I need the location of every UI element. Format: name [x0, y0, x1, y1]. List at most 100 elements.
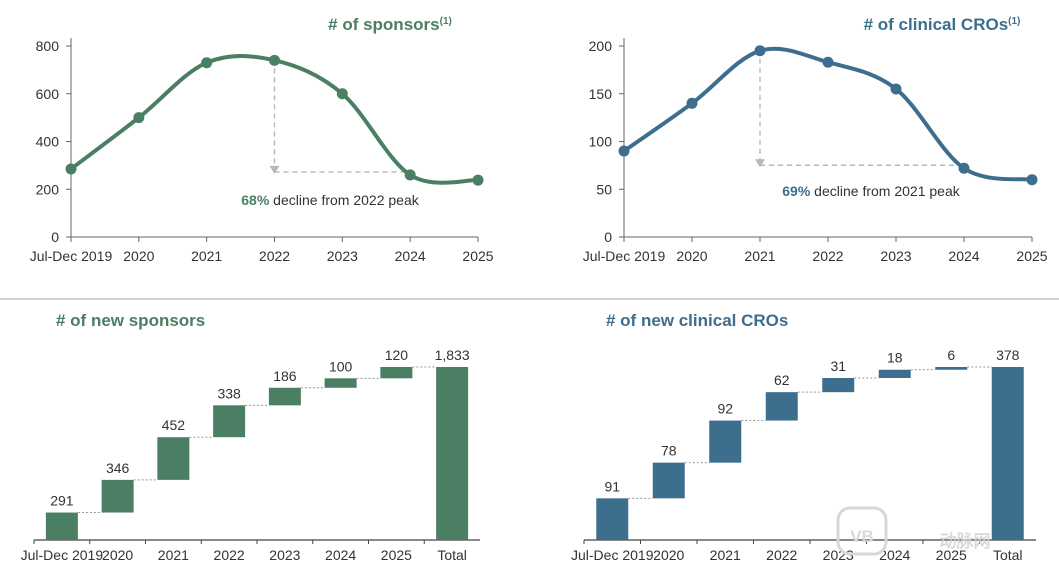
x-tick-label: Jul-Dec 2019 — [583, 248, 666, 264]
y-tick-label: 0 — [604, 229, 612, 245]
annotation-text: 68% decline from 2022 peak — [241, 192, 419, 208]
data-label: 100 — [329, 358, 353, 374]
data-label: 91 — [604, 478, 620, 494]
x-tick-label: 2025 — [936, 547, 967, 563]
x-tick-label: 2025 — [381, 547, 412, 563]
data-label: 1,833 — [435, 347, 470, 363]
waterfall-bar — [45, 512, 78, 540]
watermark-logo-mark — [836, 506, 888, 556]
y-tick-label: 100 — [589, 134, 613, 150]
data-point — [65, 163, 77, 175]
x-tick-label: 2022 — [766, 547, 797, 563]
data-point — [336, 88, 348, 100]
data-point — [1026, 174, 1038, 186]
waterfall-bar — [709, 420, 742, 463]
waterfall-bar — [324, 378, 357, 388]
sponsors-line-chart: # of sponsors(1) 0 200 400 600 800 Jul-Dec 201… — [30, 15, 494, 264]
x-tick-label: 2021 — [710, 547, 741, 563]
data-point — [754, 45, 766, 57]
data-label: 378 — [996, 347, 1020, 363]
y-tick-label: 150 — [589, 86, 613, 102]
new-cros-waterfall-chart: # of new clinical CROs 91 Jul-Dec 2019 78 20… — [571, 311, 1036, 563]
x-tick-label: Jul-Dec 2019 — [21, 547, 104, 563]
data-label: 18 — [887, 350, 903, 366]
annotation-text: 69% decline from 2021 peak — [782, 183, 960, 199]
data-point — [958, 162, 970, 174]
data-label: 92 — [717, 401, 733, 417]
chart-title-main: # of clinical CROs — [864, 15, 1009, 34]
data-point — [269, 54, 280, 66]
x-tick-label: 2021 — [191, 248, 222, 264]
waterfall-bar — [652, 462, 685, 499]
data-label: 452 — [162, 417, 186, 433]
data-point — [133, 112, 145, 124]
data-point — [618, 145, 630, 157]
waterfall-bar — [380, 367, 413, 379]
annotation-arrowhead — [269, 165, 280, 174]
chart-title: # of clinical CROs(1) — [864, 15, 1021, 34]
x-tick-label: 2023 — [823, 547, 854, 563]
x-tick-label: 2022 — [214, 547, 245, 563]
x-tick-label: 2024 — [325, 547, 356, 563]
x-tick-label: 2025 — [462, 248, 493, 264]
waterfall-bar — [991, 367, 1024, 540]
annotation-percent: 68% — [241, 192, 270, 208]
x-tick-label: 2022 — [812, 248, 843, 264]
cros-line-chart: # of clinical CROs(1) 0 50 100 150 200 Jul-Dec… — [583, 15, 1048, 264]
data-point — [404, 169, 416, 181]
data-label: 78 — [661, 443, 677, 459]
data-label: 291 — [50, 493, 74, 509]
waterfall-bar — [101, 479, 134, 513]
x-tick-label: 2025 — [1016, 248, 1047, 264]
waterfall-bar — [822, 377, 855, 393]
data-point — [201, 57, 213, 69]
watermark-text: 动脉网 — [940, 531, 991, 551]
y-tick-label: 600 — [36, 86, 60, 102]
x-tick-label: Jul-Dec 2019 — [30, 248, 113, 264]
data-label: 338 — [217, 385, 241, 401]
x-tick-label: 2023 — [880, 248, 911, 264]
x-tick-label: 2020 — [653, 547, 684, 563]
chart-title: # of new sponsors — [56, 311, 205, 330]
x-tick-label: Jul-Dec 2019 — [571, 547, 654, 563]
data-point — [890, 83, 902, 95]
annotation-description: decline from 2021 peak — [810, 183, 960, 199]
new-sponsors-waterfall-chart: # of new sponsors 291 Jul-Dec 2019 346 2020 4… — [21, 311, 480, 563]
x-tick-label: 2021 — [158, 547, 189, 563]
data-label: 186 — [273, 368, 297, 384]
x-tick-label: 2020 — [102, 547, 133, 563]
x-tick-label: 2022 — [259, 248, 290, 264]
x-tick-label: 2023 — [327, 248, 358, 264]
x-tick-label: 2023 — [269, 547, 300, 563]
x-tick-label: 2024 — [948, 248, 979, 264]
data-label: 62 — [774, 372, 790, 388]
watermark-logo-letters: VB — [850, 527, 874, 546]
waterfall-bar — [596, 498, 629, 540]
chart-title-superscript: (1) — [1008, 16, 1020, 27]
y-tick-label: 200 — [36, 181, 60, 197]
x-tick-label: 2020 — [123, 248, 154, 264]
chart-title-superscript: (1) — [440, 16, 452, 27]
annotation-description: decline from 2022 peak — [269, 192, 419, 208]
watermark-logo: VB 动脉网 — [836, 506, 991, 556]
data-point — [686, 97, 698, 109]
data-label: 120 — [385, 347, 409, 363]
x-tick-label: 2020 — [676, 248, 707, 264]
waterfall-bar — [436, 367, 469, 540]
waterfall-bar — [213, 405, 246, 438]
waterfall-bar — [878, 369, 911, 378]
waterfall-bar — [157, 437, 190, 480]
annotation-percent: 69% — [782, 183, 811, 199]
x-tick-label: 2024 — [879, 547, 910, 563]
chart-title: # of sponsors(1) — [328, 15, 452, 34]
x-tick-label: Total — [437, 547, 467, 563]
chart-title: # of new clinical CROs — [606, 311, 788, 330]
data-label: 346 — [106, 460, 130, 476]
data-label: 6 — [947, 347, 955, 363]
y-tick-label: 400 — [36, 134, 60, 150]
y-tick-label: 800 — [36, 38, 60, 54]
waterfall-bar — [268, 387, 301, 406]
x-tick-label: 2024 — [395, 248, 426, 264]
